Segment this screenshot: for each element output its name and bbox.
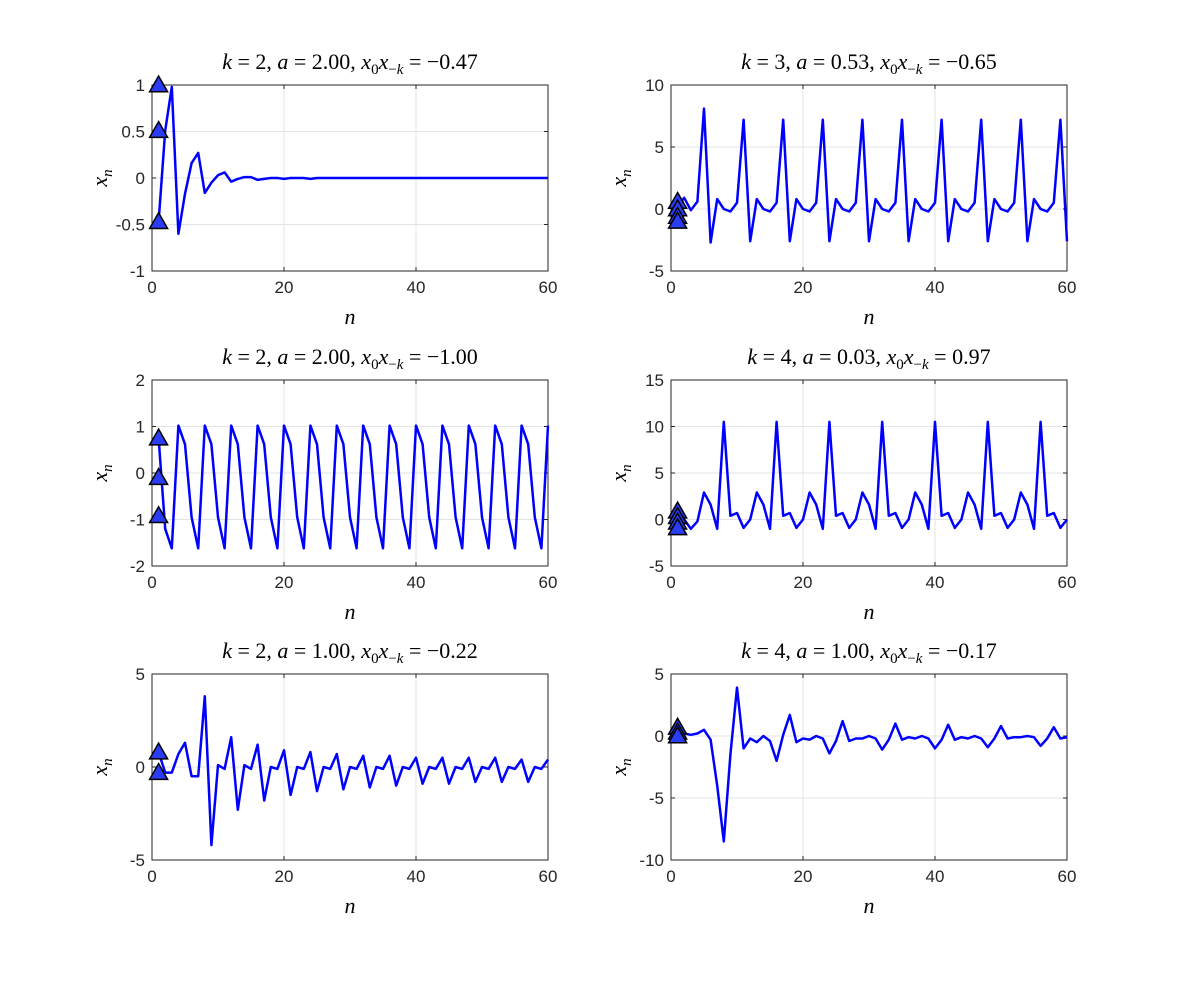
series-line xyxy=(157,695,550,847)
initial-value-marker xyxy=(148,467,169,486)
x-tick-label: 60 xyxy=(1058,867,1077,886)
initial-value-marker xyxy=(667,517,688,536)
x-tick-label: 0 xyxy=(666,278,675,297)
initial-value-marker xyxy=(148,762,169,781)
series-line xyxy=(157,424,550,550)
y-tick-label: 1 xyxy=(136,76,145,95)
initial-value-marker xyxy=(667,725,688,744)
chart-panel-6: 0 20 40 60 -10 -5 0 5 k = 4, a = 1.00, x0x−k = −… xyxy=(606,638,1076,918)
x-tick-label: 20 xyxy=(794,573,813,592)
y-axis-label: xn xyxy=(606,464,635,482)
y-axis-label: xn xyxy=(87,169,116,187)
initial-value-marker xyxy=(148,120,169,139)
y-tick-label: 0.5 xyxy=(121,123,145,142)
x-tick-label: 60 xyxy=(1058,573,1077,592)
x-tick-label: 40 xyxy=(926,278,945,297)
y-tick-label: 15 xyxy=(645,371,664,390)
x-axis-label: n xyxy=(864,304,875,329)
x-tick-label: 40 xyxy=(407,278,426,297)
x-tick-label: 60 xyxy=(539,573,558,592)
axes-box xyxy=(670,84,1068,272)
chart-title: k = 4, a = 1.00, x0x−k = −0.17 xyxy=(741,638,997,667)
x-tick-label: 40 xyxy=(407,573,426,592)
y-tick-label: -5 xyxy=(649,789,664,808)
y-tick-label: -5 xyxy=(649,557,664,576)
series-line xyxy=(676,107,1069,244)
x-tick-label: 20 xyxy=(275,278,294,297)
y-tick-label: 5 xyxy=(136,665,145,684)
y-axis-label: xn xyxy=(87,758,116,776)
y-tick-label: 1 xyxy=(136,418,145,437)
chart-panel-3: 0 20 40 60 -2 -1 0 1 2 k = 2, a = 2.00, x0x−k = −… xyxy=(87,344,557,624)
x-tick-label: 0 xyxy=(666,867,675,886)
y-tick-label: 2 xyxy=(136,371,145,390)
y-tick-label: 0 xyxy=(136,464,145,483)
chart-title: k = 2, a = 2.00, x0x−k = −1.00 xyxy=(222,344,478,373)
initial-value-marker xyxy=(148,427,169,446)
x-tick-label: 60 xyxy=(539,278,558,297)
x-axis-label: n xyxy=(345,304,356,329)
y-tick-label: 10 xyxy=(645,418,664,437)
x-tick-label: 60 xyxy=(539,867,558,886)
y-tick-label: 0 xyxy=(136,169,145,188)
y-tick-label: 0 xyxy=(136,758,145,777)
y-tick-label: -5 xyxy=(130,851,145,870)
y-tick-label: -10 xyxy=(639,851,664,870)
chart-title: k = 2, a = 2.00, x0x−k = −0.47 xyxy=(222,49,478,78)
x-tick-label: 0 xyxy=(147,573,156,592)
y-tick-label: 0 xyxy=(655,200,664,219)
y-tick-label: -1 xyxy=(130,511,145,530)
y-axis-label: xn xyxy=(606,758,635,776)
y-tick-label: 0 xyxy=(655,727,664,746)
x-axis-label: n xyxy=(864,893,875,918)
y-axis-label: xn xyxy=(87,464,116,482)
x-tick-label: 40 xyxy=(407,867,426,886)
x-axis-label: n xyxy=(864,599,875,624)
x-tick-label: 0 xyxy=(666,573,675,592)
y-tick-label: -5 xyxy=(649,262,664,281)
x-tick-label: 20 xyxy=(794,278,813,297)
x-tick-label: 20 xyxy=(275,867,294,886)
chart-panel-1: 0 20 40 60 -1 -0.5 0 0.5 1 k = 2, a = 2.00, x0x−k… xyxy=(87,49,557,329)
x-tick-label: 60 xyxy=(1058,278,1077,297)
series-line xyxy=(676,420,1068,531)
initial-value-marker xyxy=(148,505,169,524)
y-axis-label: xn xyxy=(606,169,635,187)
y-tick-label: -0.5 xyxy=(116,216,145,235)
series-line xyxy=(676,686,1068,843)
initial-value-marker xyxy=(148,74,169,93)
y-tick-label: -1 xyxy=(130,262,145,281)
x-tick-label: 0 xyxy=(147,278,156,297)
initial-value-marker xyxy=(148,741,169,760)
x-tick-label: 40 xyxy=(926,867,945,886)
plot-area xyxy=(671,85,1067,271)
y-tick-label: 0 xyxy=(655,511,664,530)
y-tick-label: -2 xyxy=(130,557,145,576)
x-tick-label: 0 xyxy=(147,867,156,886)
initial-value-marker xyxy=(667,210,688,229)
chart-title: k = 3, a = 0.53, x0x−k = −0.65 xyxy=(741,49,997,78)
x-axis-label: n xyxy=(345,893,356,918)
series-line xyxy=(157,85,548,236)
axes-box xyxy=(670,673,1068,861)
chart-title: k = 4, a = 0.03, x0x−k = 0.97 xyxy=(747,344,990,373)
y-tick-label: 5 xyxy=(655,138,664,157)
x-tick-label: 40 xyxy=(926,573,945,592)
x-tick-label: 20 xyxy=(275,573,294,592)
initial-value-marker xyxy=(148,211,169,230)
x-tick-label: 20 xyxy=(794,867,813,886)
x-axis-label: n xyxy=(345,599,356,624)
chart-title: k = 2, a = 1.00, x0x−k = −0.22 xyxy=(222,638,478,667)
y-tick-label: 5 xyxy=(655,665,664,684)
y-tick-label: 10 xyxy=(645,76,664,95)
plot-area xyxy=(671,674,1067,860)
y-tick-label: 5 xyxy=(655,464,664,483)
